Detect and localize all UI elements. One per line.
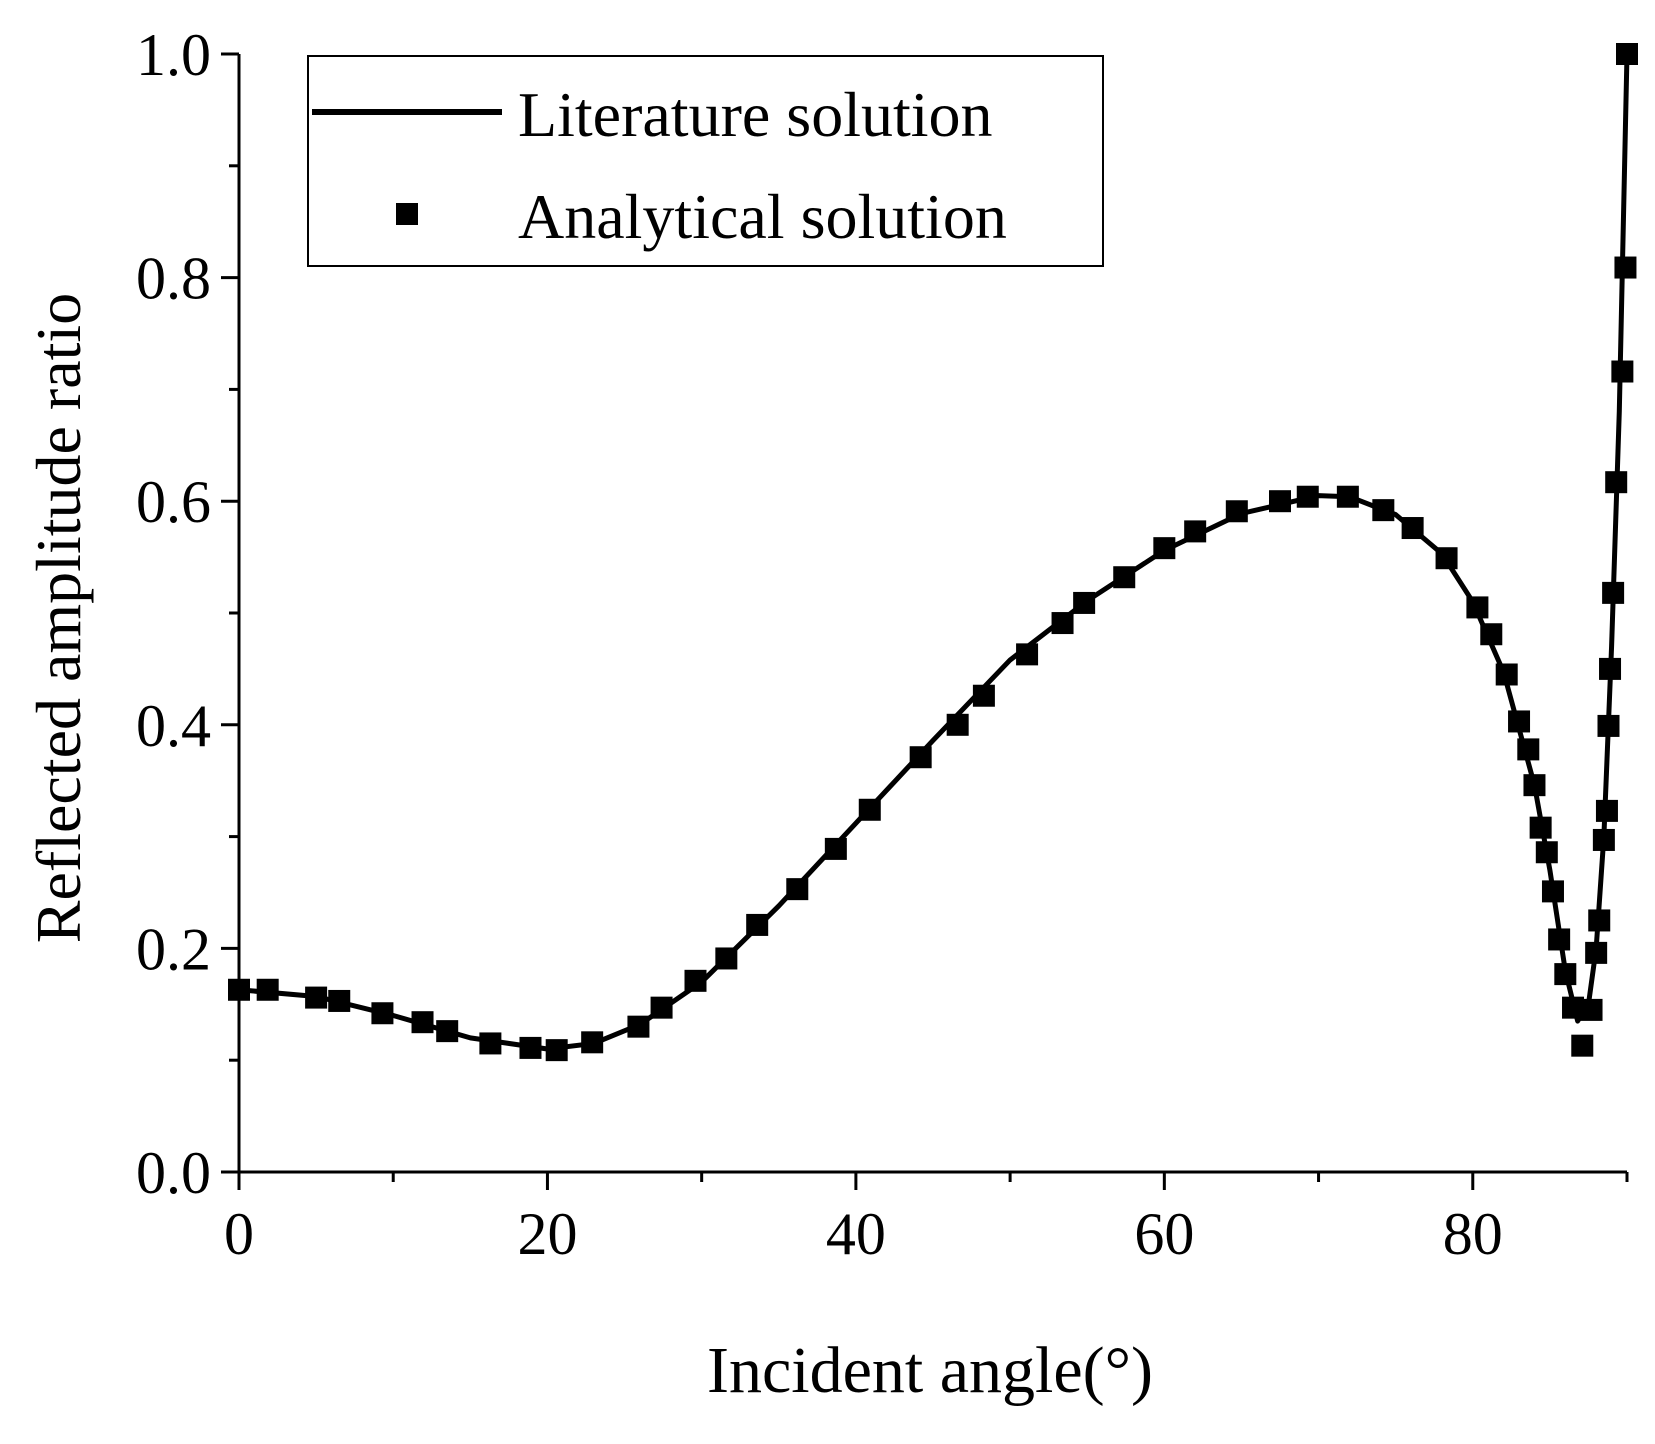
analytical-marker (1592, 828, 1615, 851)
x-tick-label: 0 (224, 1201, 254, 1267)
analytical-marker (627, 1015, 650, 1038)
y-tick-label: 0.4 (136, 693, 211, 759)
analytical-marker (972, 684, 995, 707)
analytical-marker (1016, 643, 1039, 666)
analytical-marker (1562, 996, 1585, 1019)
analytical-marker (1372, 499, 1395, 522)
analytical-marker (1466, 596, 1489, 619)
analytical-marker (256, 978, 279, 1001)
legend-label: Analytical solution (518, 181, 1007, 252)
analytical-marker (1051, 612, 1074, 635)
analytical-marker (824, 837, 847, 860)
analytical-marker (1599, 657, 1622, 680)
analytical-marker (1184, 520, 1207, 543)
analytical-marker (858, 798, 881, 821)
analytical-marker (1435, 547, 1458, 570)
x-tick-label: 20 (517, 1201, 577, 1267)
analytical-marker (684, 969, 707, 992)
y-tick-label: 1.0 (136, 22, 211, 88)
analytical-marker (1616, 43, 1638, 65)
analytical-marker (228, 978, 250, 1001)
analytical-marker (946, 713, 969, 736)
analytical-marker (1517, 738, 1540, 761)
y-axis-label: Reflected amplitude ratio (23, 293, 94, 943)
analytical-marker (545, 1039, 568, 1062)
analytical-marker (436, 1020, 459, 1043)
analytical-marker (1073, 591, 1096, 614)
analytical-marker (519, 1036, 542, 1059)
analytical-marker (1480, 623, 1503, 646)
analytical-marker (1588, 909, 1611, 932)
analytical-marker (1225, 500, 1248, 523)
analytical-marker (1571, 1034, 1594, 1057)
analytical-marker (1269, 490, 1291, 513)
analytical-marker (1611, 360, 1634, 383)
legend-box (307, 55, 1104, 267)
analytical-marker (1605, 471, 1628, 494)
analytical-marker (1541, 880, 1564, 903)
analytical-marker (1401, 517, 1424, 540)
analytical-marker (1336, 485, 1359, 508)
y-tick-label: 0.6 (136, 469, 211, 535)
analytical-marker (1495, 663, 1518, 686)
y-tick-label: 0.0 (136, 1140, 211, 1206)
y-tick-label: 0.8 (136, 246, 211, 312)
analytical-marker (1602, 581, 1625, 604)
legend-marker (396, 203, 418, 225)
analytical-marker (1614, 256, 1637, 279)
analytical-marker (909, 746, 932, 769)
x-tick-label: 60 (1134, 1201, 1194, 1267)
analytical-marker (1580, 998, 1603, 1021)
analytical-marker (715, 947, 738, 970)
x-tick-label: 80 (1443, 1201, 1503, 1267)
analytical-marker (1296, 485, 1319, 508)
x-axis-label: Incident angle(°) (707, 1334, 1153, 1407)
analytical-marker (1548, 928, 1571, 951)
analytical-marker (479, 1032, 502, 1055)
analytical-marker (1529, 816, 1552, 839)
analytical-marker (1597, 714, 1620, 737)
analytical-marker (1535, 841, 1558, 864)
analytical-marker (1595, 799, 1618, 822)
analytical-marker (1523, 774, 1546, 797)
analytical-marker (411, 1011, 434, 1034)
analytical-marker (650, 996, 673, 1019)
analytical-marker (1554, 963, 1577, 986)
x-tick-label: 40 (826, 1201, 886, 1267)
y-tick-label: 0.2 (136, 916, 211, 982)
analytical-marker (1585, 941, 1608, 964)
analytical-marker (305, 986, 328, 1009)
analytical-marker (746, 913, 769, 936)
analytical-marker (786, 878, 809, 901)
analytical-marker (328, 989, 351, 1012)
analytical-marker (1508, 710, 1531, 733)
legend-label: Literature solution (518, 79, 993, 150)
analytical-marker (581, 1031, 604, 1054)
analytical-marker (1153, 537, 1176, 560)
analytical-marker (371, 1002, 394, 1025)
analytical-marker (1113, 566, 1136, 589)
